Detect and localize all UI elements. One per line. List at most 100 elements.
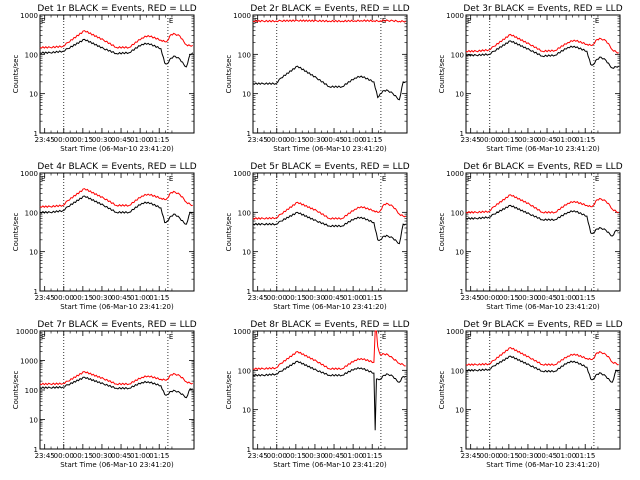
y-tick-label: 1000 bbox=[20, 358, 38, 366]
time-marker-label: E bbox=[595, 175, 599, 183]
events-series-line bbox=[465, 40, 620, 69]
lld-series-line bbox=[252, 19, 406, 23]
x-tick-label: 01:15 bbox=[575, 136, 595, 144]
x-axis-label: Start Time (06-Mar-10 23:41:20) bbox=[60, 461, 174, 469]
x-tick-label: 01:00 bbox=[556, 294, 576, 302]
x-tick-label: 23:45 bbox=[461, 294, 481, 302]
x-tick-label: 01:00 bbox=[130, 452, 150, 460]
x-tick-label: 00:45 bbox=[537, 294, 557, 302]
x-tick-label: 23:45 bbox=[35, 294, 55, 302]
chart-title: Det 2r BLACK = Events, RED = LLD bbox=[250, 4, 409, 14]
x-tick-label: 00:00 bbox=[480, 136, 500, 144]
x-tick-label: 00:00 bbox=[54, 136, 74, 144]
x-tick-label: 23:45 bbox=[248, 452, 268, 460]
lld-series-line bbox=[465, 194, 619, 214]
x-tick-label: 23:45 bbox=[35, 136, 55, 144]
start-marker-label: E bbox=[467, 333, 471, 341]
time-marker-label: E bbox=[382, 175, 386, 183]
x-tick-label: 01:00 bbox=[343, 294, 363, 302]
x-tick-label: 00:00 bbox=[267, 136, 287, 144]
y-tick-label: 1 bbox=[34, 446, 38, 454]
y-tick-label: 1000 bbox=[233, 328, 251, 336]
y-tick-label: 10000 bbox=[16, 328, 38, 336]
y-tick-label: 100 bbox=[451, 51, 464, 59]
chart-panel-6: Det 6r BLACK = Events, RED = LLD E E 1 10 100… bbox=[438, 162, 623, 311]
start-marker-label: E bbox=[467, 17, 471, 25]
lld-series-line bbox=[252, 201, 406, 220]
chart-title: Det 3r BLACK = Events, RED = LLD bbox=[463, 4, 622, 14]
chart-panel-9: Det 9r BLACK = Events, RED = LLD E E 1 10 100… bbox=[438, 320, 623, 469]
time-marker-label: E bbox=[169, 17, 173, 25]
y-tick-label: 10 bbox=[29, 249, 38, 257]
y-tick-label: 10 bbox=[242, 407, 251, 415]
y-tick-label: 100 bbox=[25, 51, 38, 59]
x-axis-label: Start Time (06-Mar-10 23:41:20) bbox=[60, 303, 174, 311]
x-tick-label: 00:00 bbox=[480, 294, 500, 302]
chart-panel-2: Det 2r BLACK = Events, RED = LLDEE110100… bbox=[225, 4, 410, 153]
x-tick-label: 00:45 bbox=[111, 136, 131, 144]
x-tick-label: 01:15 bbox=[575, 294, 595, 302]
x-axis-label: Start Time (06-Mar-10 23:41:20) bbox=[486, 461, 600, 469]
time-marker-label: E bbox=[595, 17, 599, 25]
x-tick-label: 01:15 bbox=[149, 136, 169, 144]
y-tick-label: 1 bbox=[247, 446, 251, 454]
y-tick-label: 1000 bbox=[446, 328, 464, 336]
start-marker-label: E bbox=[41, 17, 45, 25]
x-tick-label: 00:30 bbox=[518, 136, 538, 144]
y-tick-label: 1000 bbox=[233, 12, 251, 20]
time-marker-label: E bbox=[169, 333, 173, 341]
x-tick-label: 00:00 bbox=[480, 452, 500, 460]
x-tick-label: 00:15 bbox=[286, 136, 306, 144]
x-tick-label: 23:45 bbox=[35, 452, 55, 460]
x-tick-label: 00:30 bbox=[92, 294, 112, 302]
events-series-line bbox=[465, 204, 619, 237]
chart-panel-5: Det 5r BLACK = Events, RED = LLD E E 1 10 100… bbox=[225, 162, 410, 311]
events-series-line bbox=[39, 195, 193, 225]
x-tick-label: 01:00 bbox=[556, 136, 576, 144]
chart-panel-1: Det 1r BLACK = Events, RED = LLD E E 1 10 100… bbox=[12, 4, 197, 153]
x-tick-label: 01:15 bbox=[362, 294, 382, 302]
y-tick-label: 1 bbox=[460, 446, 464, 454]
x-axis-label: Start Time (06-Mar-10 23:41:20) bbox=[60, 145, 174, 153]
y-axis-label: Counts/sec bbox=[225, 213, 233, 252]
chart-panel-8: Det 8r BLACK = Events, RED = LLD E E 1 10 100… bbox=[225, 320, 410, 469]
y-tick-label: 10 bbox=[455, 91, 464, 99]
y-tick-label: 10 bbox=[242, 249, 251, 257]
events-series-line bbox=[39, 38, 194, 68]
chart-title: Det 7r BLACK = Events, RED = LLD bbox=[37, 320, 196, 330]
x-tick-label: 00:00 bbox=[267, 294, 287, 302]
lld-series-line bbox=[465, 346, 619, 366]
time-marker-label: E bbox=[382, 333, 386, 341]
x-axis-label: Start Time (06-Mar-10 23:41:20) bbox=[486, 303, 600, 311]
time-marker-label: E bbox=[169, 175, 173, 183]
y-tick-label: 100 bbox=[238, 51, 251, 59]
plot-frame bbox=[465, 330, 621, 450]
x-tick-label: 00:45 bbox=[111, 452, 131, 460]
y-tick-label: 10 bbox=[455, 249, 464, 257]
x-tick-label: 00:30 bbox=[305, 136, 325, 144]
chart-title: Det 6r BLACK = Events, RED = LLD bbox=[463, 162, 622, 172]
plot-frame bbox=[465, 14, 621, 134]
x-tick-label: 01:15 bbox=[362, 452, 382, 460]
x-tick-label: 00:45 bbox=[537, 452, 557, 460]
x-tick-label: 00:45 bbox=[537, 136, 557, 144]
x-tick-label: 00:15 bbox=[499, 452, 519, 460]
chart-panel-4: Det 4r BLACK = Events, RED = LLD E E 1 10 100… bbox=[12, 162, 197, 311]
x-tick-label: 00:15 bbox=[73, 136, 93, 144]
y-tick-label: 100 bbox=[25, 387, 38, 395]
x-tick-label: 23:45 bbox=[461, 136, 481, 144]
x-tick-label: 23:45 bbox=[248, 294, 268, 302]
x-axis-label: Start Time (06-Mar-10 23:41:20) bbox=[273, 303, 387, 311]
chart-title: Det 5r BLACK = Events, RED = LLD bbox=[250, 162, 409, 172]
y-tick-label: 100 bbox=[238, 367, 251, 375]
y-axis-label: Counts/sec bbox=[438, 371, 446, 410]
x-tick-label: 00:30 bbox=[305, 294, 325, 302]
x-tick-label: 01:15 bbox=[575, 452, 595, 460]
plot-frame bbox=[39, 330, 195, 450]
x-axis-label: Start Time (06-Mar-10 23:41:20) bbox=[486, 145, 600, 153]
x-tick-label: 00:15 bbox=[73, 294, 93, 302]
x-tick-label: 00:15 bbox=[499, 136, 519, 144]
chart-panel-3: Det 3r BLACK = Events, RED = LLD E E 1 10 100… bbox=[438, 4, 623, 153]
chart-title: Det 9r BLACK = Events, RED = LLD bbox=[463, 320, 622, 330]
x-tick-label: 00:30 bbox=[92, 136, 112, 144]
